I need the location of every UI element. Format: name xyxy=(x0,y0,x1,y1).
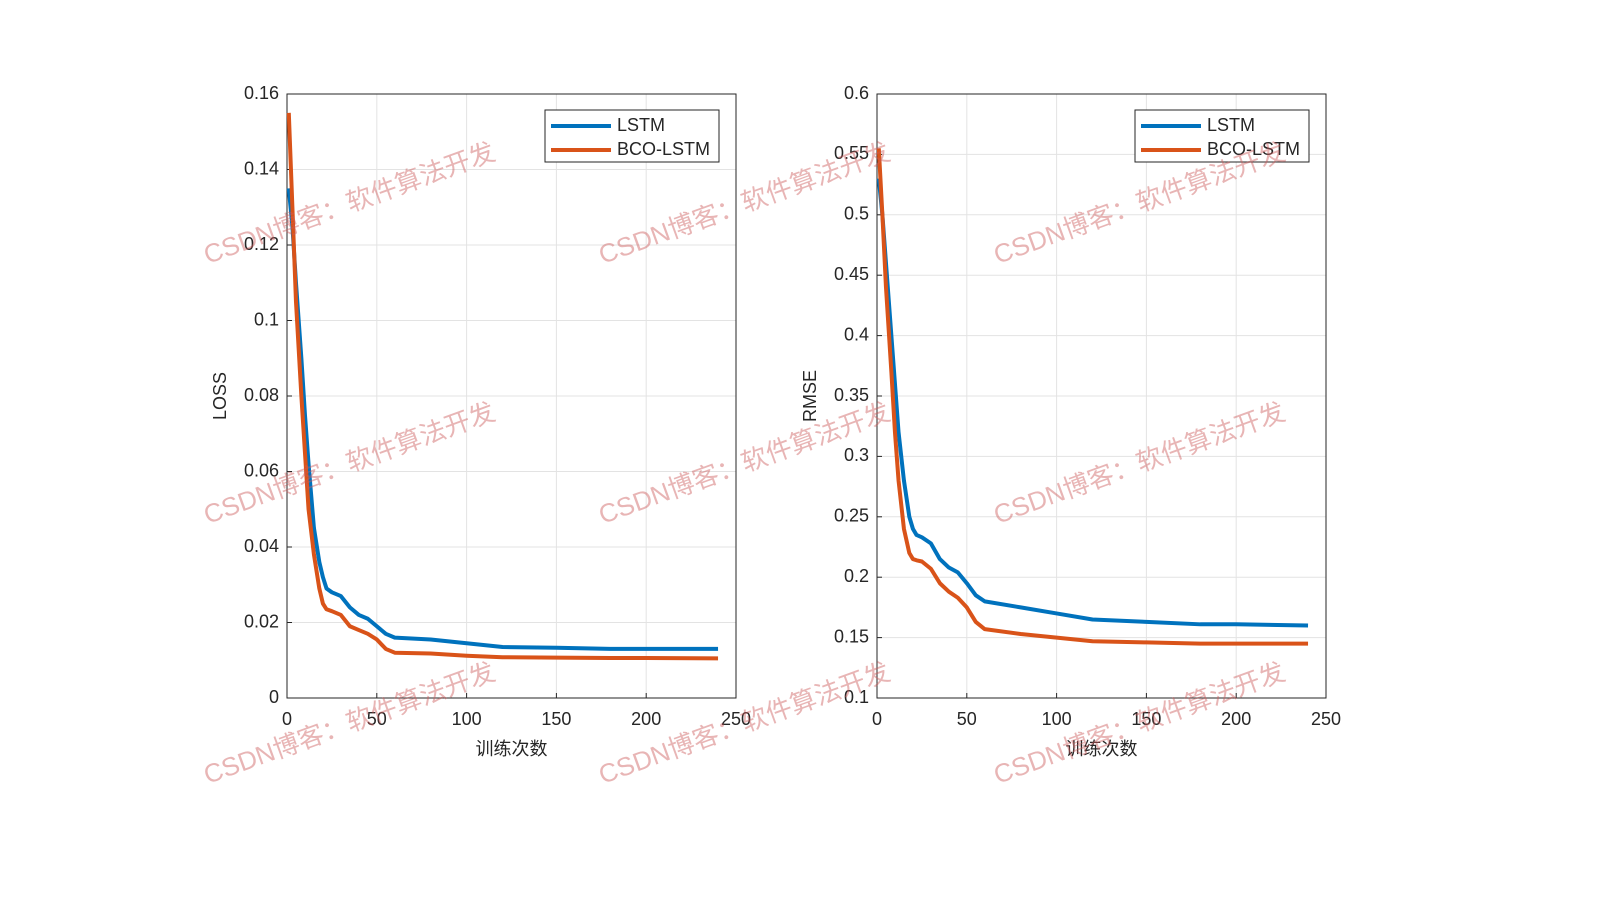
line-series xyxy=(876,178,1309,628)
y-tick-label: 0.35 xyxy=(834,385,869,405)
y-tick-label: 0.06 xyxy=(244,460,279,480)
axes-frame xyxy=(876,93,1327,699)
line-series xyxy=(286,188,719,651)
x-tick-label: 200 xyxy=(1221,709,1251,729)
y-tick-label: 0.1 xyxy=(844,687,869,707)
y-axis-label: LOSS xyxy=(210,372,230,420)
x-tick-label: 50 xyxy=(957,709,977,729)
legend-box xyxy=(1134,109,1310,163)
y-tick-label: 0.55 xyxy=(834,143,869,163)
x-tick-label: 0 xyxy=(872,709,882,729)
y-tick-label: 0.6 xyxy=(844,83,869,103)
y-tick-label: 0.4 xyxy=(844,324,869,344)
y-tick-label: 0.1 xyxy=(254,309,279,329)
y-tick-label: 0.04 xyxy=(244,536,279,556)
legend-label: BCO-LSTM xyxy=(1207,139,1300,159)
x-tick-label: 250 xyxy=(1311,709,1341,729)
legend-label: BCO-LSTM xyxy=(617,139,710,159)
x-tick-label: 250 xyxy=(721,709,751,729)
y-tick-label: 0.08 xyxy=(244,385,279,405)
legend-box xyxy=(544,109,720,163)
y-tick-label: 0.45 xyxy=(834,264,869,284)
x-tick-label: 100 xyxy=(1042,709,1072,729)
line-series xyxy=(286,112,719,661)
y-tick-label: 0.3 xyxy=(844,445,869,465)
legend-label: LSTM xyxy=(1207,115,1255,135)
y-tick-label: 0.12 xyxy=(244,234,279,254)
x-axis-label: 训练次数 xyxy=(1066,739,1138,759)
x-tick-label: 150 xyxy=(1131,709,1161,729)
x-tick-label: 100 xyxy=(452,709,482,729)
y-tick-label: 0.15 xyxy=(834,626,869,646)
x-tick-label: 50 xyxy=(367,709,387,729)
x-tick-label: 200 xyxy=(631,709,661,729)
y-tick-label: 0.02 xyxy=(244,611,279,631)
axes-frame xyxy=(286,93,737,699)
y-tick-label: 0.5 xyxy=(844,204,869,224)
y-tick-label: 0.14 xyxy=(244,158,279,178)
x-axis-label: 训练次数 xyxy=(476,739,548,759)
y-tick-label: 0.16 xyxy=(244,83,279,103)
y-axis-label: RMSE xyxy=(800,370,820,422)
y-tick-label: 0.25 xyxy=(834,506,869,526)
legend-label: LSTM xyxy=(617,115,665,135)
x-tick-label: 0 xyxy=(282,709,292,729)
y-tick-label: 0.2 xyxy=(844,566,869,586)
x-tick-label: 150 xyxy=(541,709,571,729)
y-tick-label: 0 xyxy=(269,687,279,707)
line-series xyxy=(876,148,1309,646)
